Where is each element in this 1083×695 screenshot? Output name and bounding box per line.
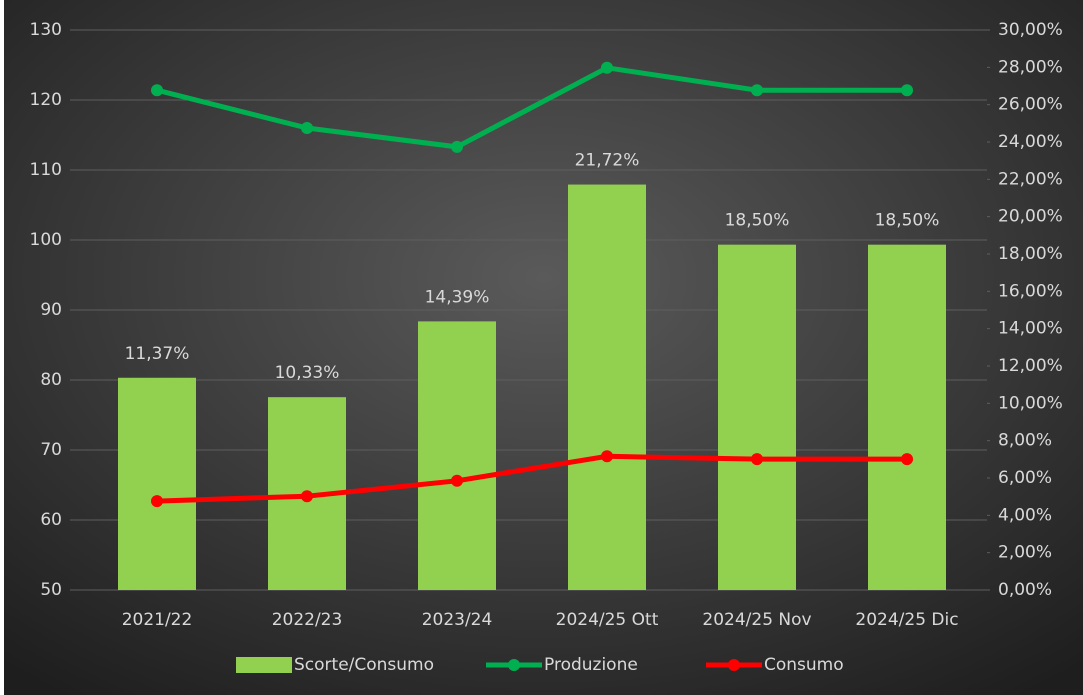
x-tick-label: 2022/23 — [272, 610, 343, 630]
data-label: 18,50% — [725, 211, 790, 231]
y-tick-label: 130 — [30, 20, 62, 40]
point — [151, 495, 163, 508]
y-tick-label: 110 — [30, 160, 62, 180]
point — [901, 453, 913, 466]
x-tick-label: 2024/25 Dic — [855, 610, 958, 630]
bar — [418, 321, 496, 590]
y2-tick-label: 6,00% — [998, 468, 1052, 488]
point — [901, 84, 913, 97]
y2-tick-label: 10,00% — [998, 393, 1063, 413]
y2-tick-label: 20,00% — [998, 207, 1063, 227]
bar — [868, 244, 946, 590]
data-label: 10,33% — [275, 363, 340, 383]
y2-tick-label: 2,00% — [998, 543, 1052, 563]
legend-swatch — [236, 657, 292, 673]
y2-tick-label: 30,00% — [998, 20, 1063, 40]
x-tick-label: 2024/25 Nov — [702, 610, 811, 630]
y2-tick-label: 16,00% — [998, 281, 1063, 301]
legend-swatch — [508, 659, 520, 671]
point — [601, 61, 613, 74]
legend-label: Consumo — [764, 655, 844, 675]
y-tick-label: 80 — [40, 370, 62, 390]
legend-label: Scorte/Consumo — [294, 655, 434, 675]
x-tick-label: 2023/24 — [422, 610, 493, 630]
y-tick-label: 90 — [40, 300, 62, 320]
x-tick-label: 2024/25 Ott — [556, 610, 659, 630]
y-tick-label: 120 — [30, 90, 62, 110]
y2-tick-label: 4,00% — [998, 505, 1052, 525]
bar — [568, 184, 646, 590]
data-label: 11,37% — [125, 344, 190, 364]
y2-tick-label: 8,00% — [998, 431, 1052, 451]
bar — [118, 377, 196, 590]
legend-label: Produzione — [544, 655, 638, 675]
point — [301, 490, 313, 503]
x-tick-label: 2021/22 — [122, 610, 193, 630]
y2-tick-label: 22,00% — [998, 169, 1063, 189]
line — [156, 65, 907, 150]
data-label: 18,50% — [875, 211, 940, 231]
line — [156, 453, 907, 504]
y-tick-label: 50 — [40, 580, 62, 600]
point — [151, 84, 163, 97]
y-tick-label: 100 — [30, 230, 62, 250]
point — [451, 140, 463, 153]
point — [751, 84, 763, 97]
bar — [718, 244, 796, 590]
y-tick-label: 70 — [40, 440, 62, 460]
y2-tick-label: 12,00% — [998, 356, 1063, 376]
legend-swatch — [728, 659, 740, 671]
y2-tick-label: 14,00% — [998, 319, 1063, 339]
y2-tick-label: 26,00% — [998, 95, 1063, 115]
y-tick-label: 60 — [40, 510, 62, 530]
point — [301, 122, 313, 134]
point — [451, 474, 463, 487]
point — [751, 453, 763, 466]
y2-tick-label: 28,00% — [998, 57, 1063, 77]
y2-tick-label: 0,00% — [998, 580, 1052, 600]
point — [601, 450, 613, 463]
y2-tick-label: 18,00% — [998, 244, 1063, 264]
data-label: 21,72% — [575, 151, 640, 171]
y2-tick-label: 24,00% — [998, 132, 1063, 152]
data-label: 14,39% — [425, 287, 490, 307]
